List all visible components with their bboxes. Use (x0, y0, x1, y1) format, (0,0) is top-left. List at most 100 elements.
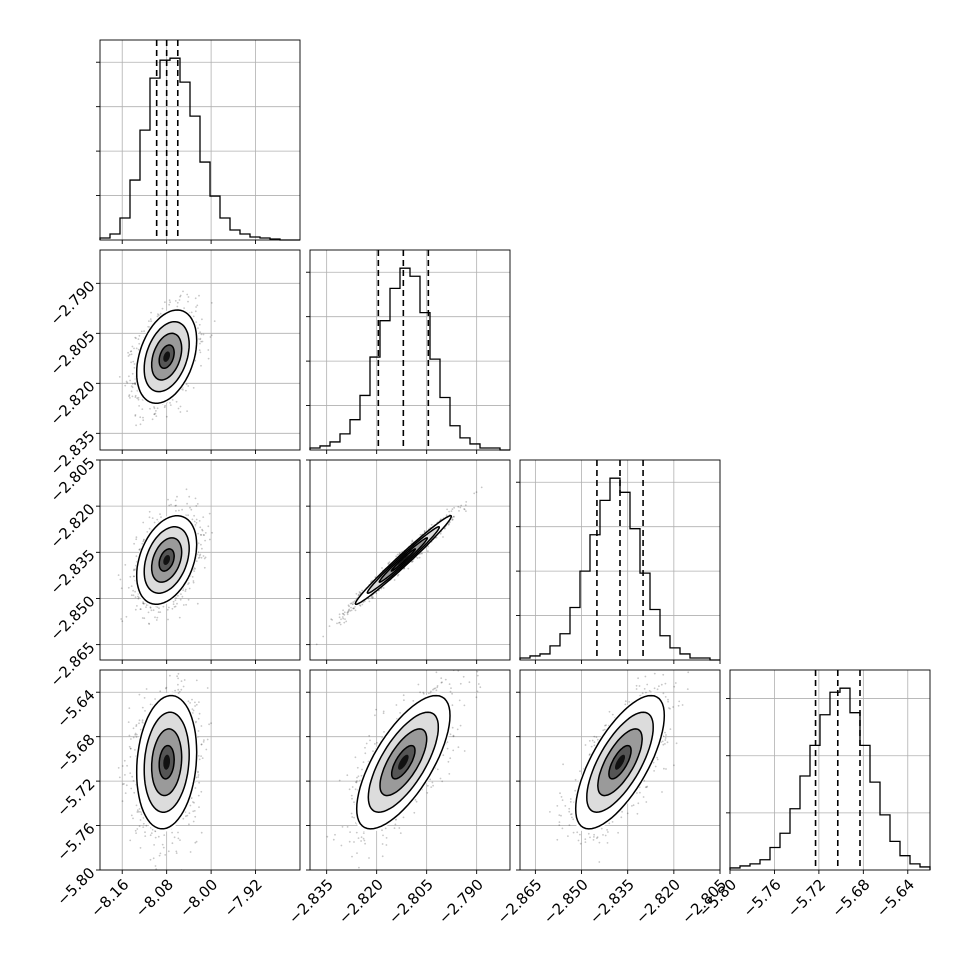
scatter-point (168, 606, 170, 609)
scatter-point (388, 561, 391, 564)
y-tick-label: −2.820 (47, 500, 99, 552)
scatter-point (381, 567, 383, 569)
scatter-point (352, 607, 355, 609)
scatter-point (653, 770, 655, 772)
scatter-point (556, 838, 559, 841)
scatter-point (182, 604, 185, 606)
scatter-point (353, 801, 355, 804)
x-tick-label: −2.835 (285, 876, 337, 928)
scatter-point (202, 516, 205, 518)
pair-panel-1-3: −2.835−2.820−2.805−2.790 (285, 669, 511, 928)
scatter-point (346, 826, 349, 828)
scatter-point (132, 736, 135, 739)
scatter-point (138, 342, 141, 345)
scatter-point (177, 594, 179, 597)
scatter-point (350, 794, 353, 797)
scatter-point (141, 617, 144, 619)
scatter-point (189, 851, 192, 853)
scatter-point (135, 536, 138, 539)
scatter-point (357, 594, 360, 597)
scatter-point (148, 527, 151, 530)
scatter-point (157, 835, 160, 838)
scatter-point (149, 318, 152, 320)
x-tick-label: −5.68 (828, 876, 873, 921)
scatter-point (656, 688, 659, 691)
scatter-point (155, 868, 158, 870)
scatter-point (129, 379, 132, 382)
scatter-point (127, 586, 130, 589)
scatter-point (133, 347, 135, 350)
scatter-point (660, 683, 663, 686)
scatter-point (451, 518, 454, 521)
scatter-point (132, 589, 135, 592)
scatter-point (381, 843, 384, 845)
scatter-point (381, 855, 384, 858)
scatter-point (372, 750, 374, 753)
scatter-point (186, 502, 189, 505)
scatter-point (353, 600, 356, 602)
scatter-point (134, 608, 137, 611)
scatter-point (178, 690, 181, 693)
scatter-point (129, 839, 132, 842)
scatter-point (426, 792, 429, 794)
scatter-point (347, 609, 350, 612)
scatter-point (179, 411, 182, 413)
scatter-point (359, 591, 362, 594)
scatter-point (164, 301, 166, 304)
scatter-point (362, 832, 365, 834)
scatter-point (177, 837, 180, 840)
scatter-point (364, 746, 366, 749)
scatter-point (376, 741, 378, 744)
scatter-point (197, 730, 200, 732)
panel-frame (519, 459, 721, 661)
contour-line (366, 526, 441, 594)
contour-line (150, 537, 183, 583)
scatter-point (135, 347, 138, 350)
scatter-point (360, 836, 363, 839)
scatter-point (194, 815, 197, 818)
scatter-point (415, 800, 418, 803)
scatter-point (159, 690, 162, 693)
scatter-point (588, 754, 591, 756)
scatter-point (686, 688, 689, 690)
scatter-point (124, 774, 126, 776)
density-fill (163, 351, 170, 362)
scatter-point (123, 759, 126, 762)
scatter-point (138, 405, 141, 407)
scatter-point (339, 623, 342, 626)
scatter-point (198, 781, 201, 784)
scatter-point (191, 708, 194, 710)
scatter-point (569, 798, 572, 800)
scatter-point (176, 495, 178, 498)
contour-line (390, 548, 417, 572)
scatter-point (168, 504, 171, 507)
scatter-point (139, 811, 142, 813)
scatter-point (199, 533, 202, 536)
scatter-point (579, 770, 581, 773)
scatter-point (177, 683, 179, 686)
scatter-point (673, 764, 675, 767)
scatter-point (338, 779, 341, 782)
scatter-point (589, 836, 591, 839)
density-fill (397, 555, 409, 565)
scatter-point (118, 776, 121, 779)
scatter-point (342, 617, 345, 620)
x-tick-label: −8.16 (87, 876, 132, 921)
scatter-point (142, 822, 145, 825)
scatter-point (403, 699, 405, 702)
scatter-point (153, 407, 156, 410)
scatter-point (382, 712, 385, 715)
scatter-point (128, 353, 131, 356)
scatter-point (164, 687, 167, 690)
scatter-point (141, 721, 144, 723)
contour-line (355, 694, 451, 830)
scatter-point (144, 710, 146, 712)
scatter-point (185, 603, 188, 606)
scatter-point (192, 580, 195, 582)
scatter-point (636, 812, 639, 815)
scatter-point (203, 534, 206, 536)
hist-panel-1 (306, 249, 511, 454)
scatter-point (120, 618, 123, 620)
scatter-point (133, 366, 136, 369)
scatter-point (600, 827, 603, 830)
